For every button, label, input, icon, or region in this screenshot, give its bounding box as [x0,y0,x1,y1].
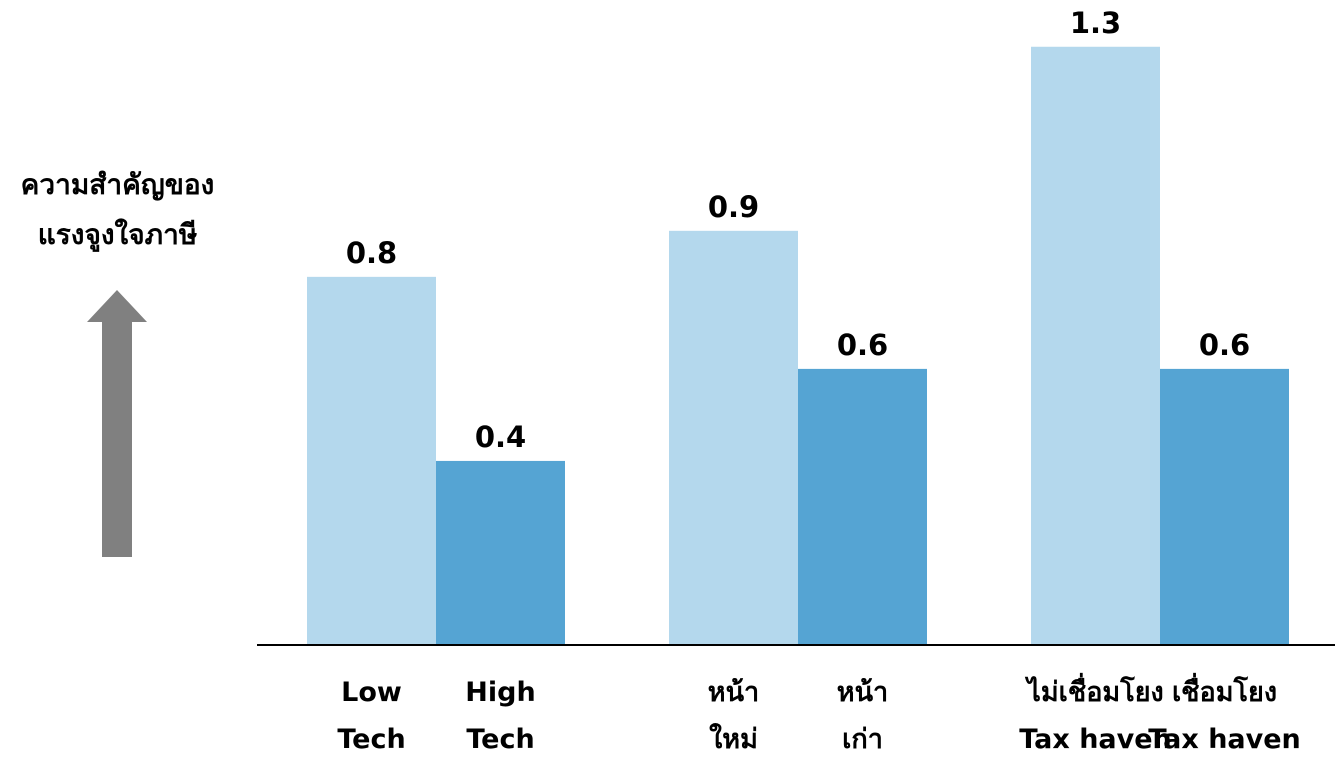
y-axis-title-line-1: ความสำคัญของ [20,168,215,201]
data-label: 0.6 [837,328,888,362]
y-axis-title-line-2: แรงจูงใจภาษี [37,218,198,251]
x-tick-label: Tech [337,724,405,755]
bar [307,276,436,645]
bar [669,230,798,646]
x-tick-label: ใหม่ [709,723,758,755]
x-tick-label: เชื่อมโยง [1172,672,1277,708]
x-tick-label: Tax haven [1148,724,1301,755]
data-label: 0.9 [708,190,759,224]
x-tick-label: Low [341,677,402,708]
x-tick-label: Tech [466,724,534,755]
data-label: 0.8 [346,236,397,270]
bar [798,368,927,645]
bar [436,460,565,645]
data-label: 1.3 [1070,6,1121,40]
x-tick-label: ไม่เชื่อมโยง [1024,672,1163,708]
bar [1160,368,1289,645]
up-arrow-icon [87,290,147,557]
x-tick-label: หน้า [837,677,888,708]
data-label: 0.6 [1199,328,1250,362]
bar [1031,46,1160,645]
data-label: 0.4 [475,420,526,454]
x-tick-label: เก่า [842,724,883,755]
x-tick-label: Tax haven [1019,724,1172,755]
x-tick-label: High [465,677,535,708]
x-tick-label: หน้า [708,677,759,708]
y-axis-title: ความสำคัญของ แรงจูงใจภาษี [0,160,235,260]
